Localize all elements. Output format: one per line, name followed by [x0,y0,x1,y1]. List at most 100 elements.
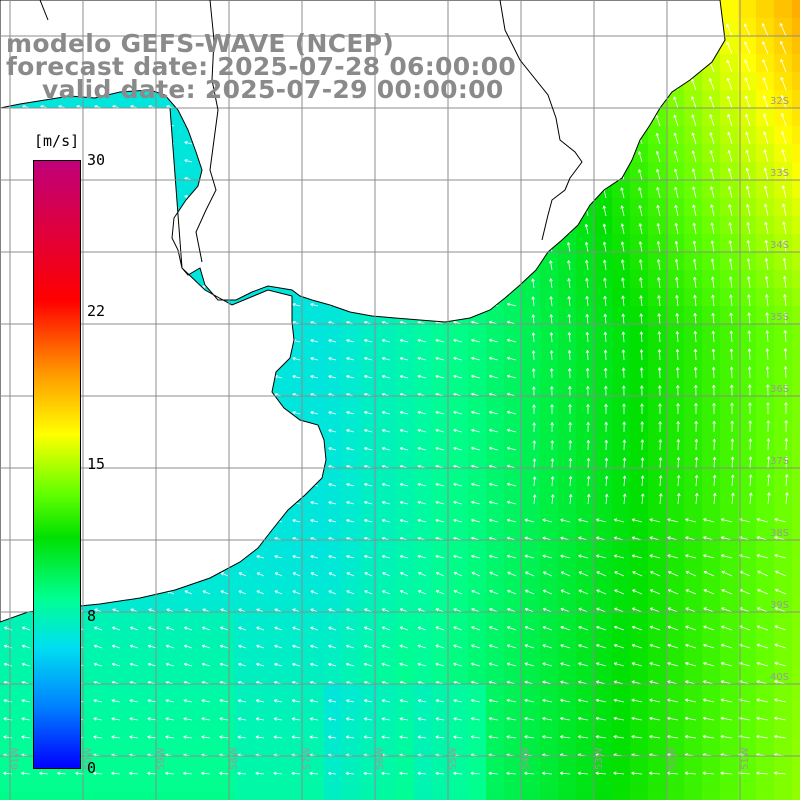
wind-speed-cell [36,774,55,793]
wind-speed-cell [702,396,721,415]
wind-speed-cell [648,270,667,289]
wind-speed-cell [630,702,649,721]
wind-speed-cell [360,324,379,343]
wind-speed-cell [18,774,37,793]
wind-speed-cell [378,738,397,757]
wind-speed-cell [360,702,379,721]
wind-speed-cell [774,558,793,577]
wind-speed-cell [270,684,289,703]
wind-arrow [655,132,661,145]
wind-speed-cell [342,432,361,451]
wind-speed-cell [522,432,541,451]
wind-speed-cell [576,414,595,433]
wind-speed-cell [0,630,19,649]
wind-speed-cell [306,630,325,649]
wind-speed-cell [162,684,181,703]
wind-speed-cell [540,486,559,505]
wind-speed-cell [486,504,505,523]
wind-speed-cell [684,702,703,721]
wind-speed-cell [594,576,613,595]
wind-arrow [781,149,787,163]
longitude-label: 52W [667,747,678,770]
wind-speed-cell [630,270,649,289]
wind-speed-cell [270,648,289,667]
wind-speed-cell [252,684,271,703]
wind-speed-cell [396,396,415,415]
wind-speed-cell [324,648,343,667]
wind-speed-cell [792,648,800,667]
wind-speed-cell [468,756,487,775]
wind-speed-cell [378,576,397,595]
wind-speed-cell [630,396,649,415]
wind-speed-cell [0,648,19,667]
wind-arrow [727,168,733,181]
wind-speed-cell [342,324,361,343]
wind-speed-cell [504,702,523,721]
wind-speed-cell [378,324,397,343]
wind-speed-cell [702,648,721,667]
wind-speed-cell [306,684,325,703]
wind-speed-cell [450,522,469,541]
wind-arrow [567,260,571,271]
wind-speed-cell [288,594,307,613]
wind-arrow [762,77,769,91]
wind-speed-cell [702,756,721,775]
wind-speed-cell [630,432,649,451]
wind-speed-cell [756,774,775,793]
wind-speed-cell [540,630,559,649]
wind-arrow [709,132,715,145]
wind-speed-cell [648,288,667,307]
wind-speed-cell [792,252,800,271]
wind-arrow [779,41,787,55]
wind-arrow [728,258,733,271]
wind-speed-cell [468,468,487,487]
wind-arrow [708,78,715,91]
wind-speed-cell [414,414,433,433]
wind-speed-cell [756,306,775,325]
wind-speed-cell [738,324,757,343]
wind-speed-cell [648,702,667,721]
wind-speed-cell [792,126,800,145]
wind-arrow [762,95,769,109]
wind-speed-cell [432,756,451,775]
wind-speed-cell [630,378,649,397]
wind-speed-cell [396,360,415,379]
latitude-label: 33S [770,168,789,179]
wind-speed-cell [774,252,793,271]
wind-speed-cell [378,360,397,379]
wind-speed-cell [216,666,235,685]
wind-speed-cell [162,720,181,739]
wind-speed-cell [126,756,145,775]
wind-speed-cell [504,738,523,757]
wind-speed-cell [234,702,253,721]
wind-speed-cell [792,360,800,379]
wind-speed-cell [666,666,685,685]
wind-speed-cell [324,756,343,775]
wind-speed-cell [198,666,217,685]
wind-speed-cell [540,522,559,541]
wind-speed-cell [558,450,577,469]
wind-speed-cell [306,666,325,685]
wind-speed-cell [630,738,649,757]
wind-arrow [692,186,697,199]
wind-speed-cell [594,648,613,667]
wind-speed-cell [216,648,235,667]
wind-speed-cell [558,360,577,379]
wind-arrow [728,204,733,217]
wind-speed-cell [738,180,757,199]
wind-speed-cell [414,666,433,685]
wind-speed-cell [90,648,109,667]
wind-speed-cell [576,504,595,523]
wind-speed-cell [414,432,433,451]
wind-speed-cell [108,90,127,109]
wind-speed-cell [666,306,685,325]
wind-speed-cell [684,198,703,217]
wind-speed-cell [792,72,800,91]
wind-speed-cell [684,630,703,649]
wind-speed-cell [450,432,469,451]
wind-speed-cell [486,684,505,703]
wind-speed-cell [702,198,721,217]
wind-speed-cell [612,774,631,793]
wind-speed-cell [504,666,523,685]
wind-arrow [655,114,661,127]
